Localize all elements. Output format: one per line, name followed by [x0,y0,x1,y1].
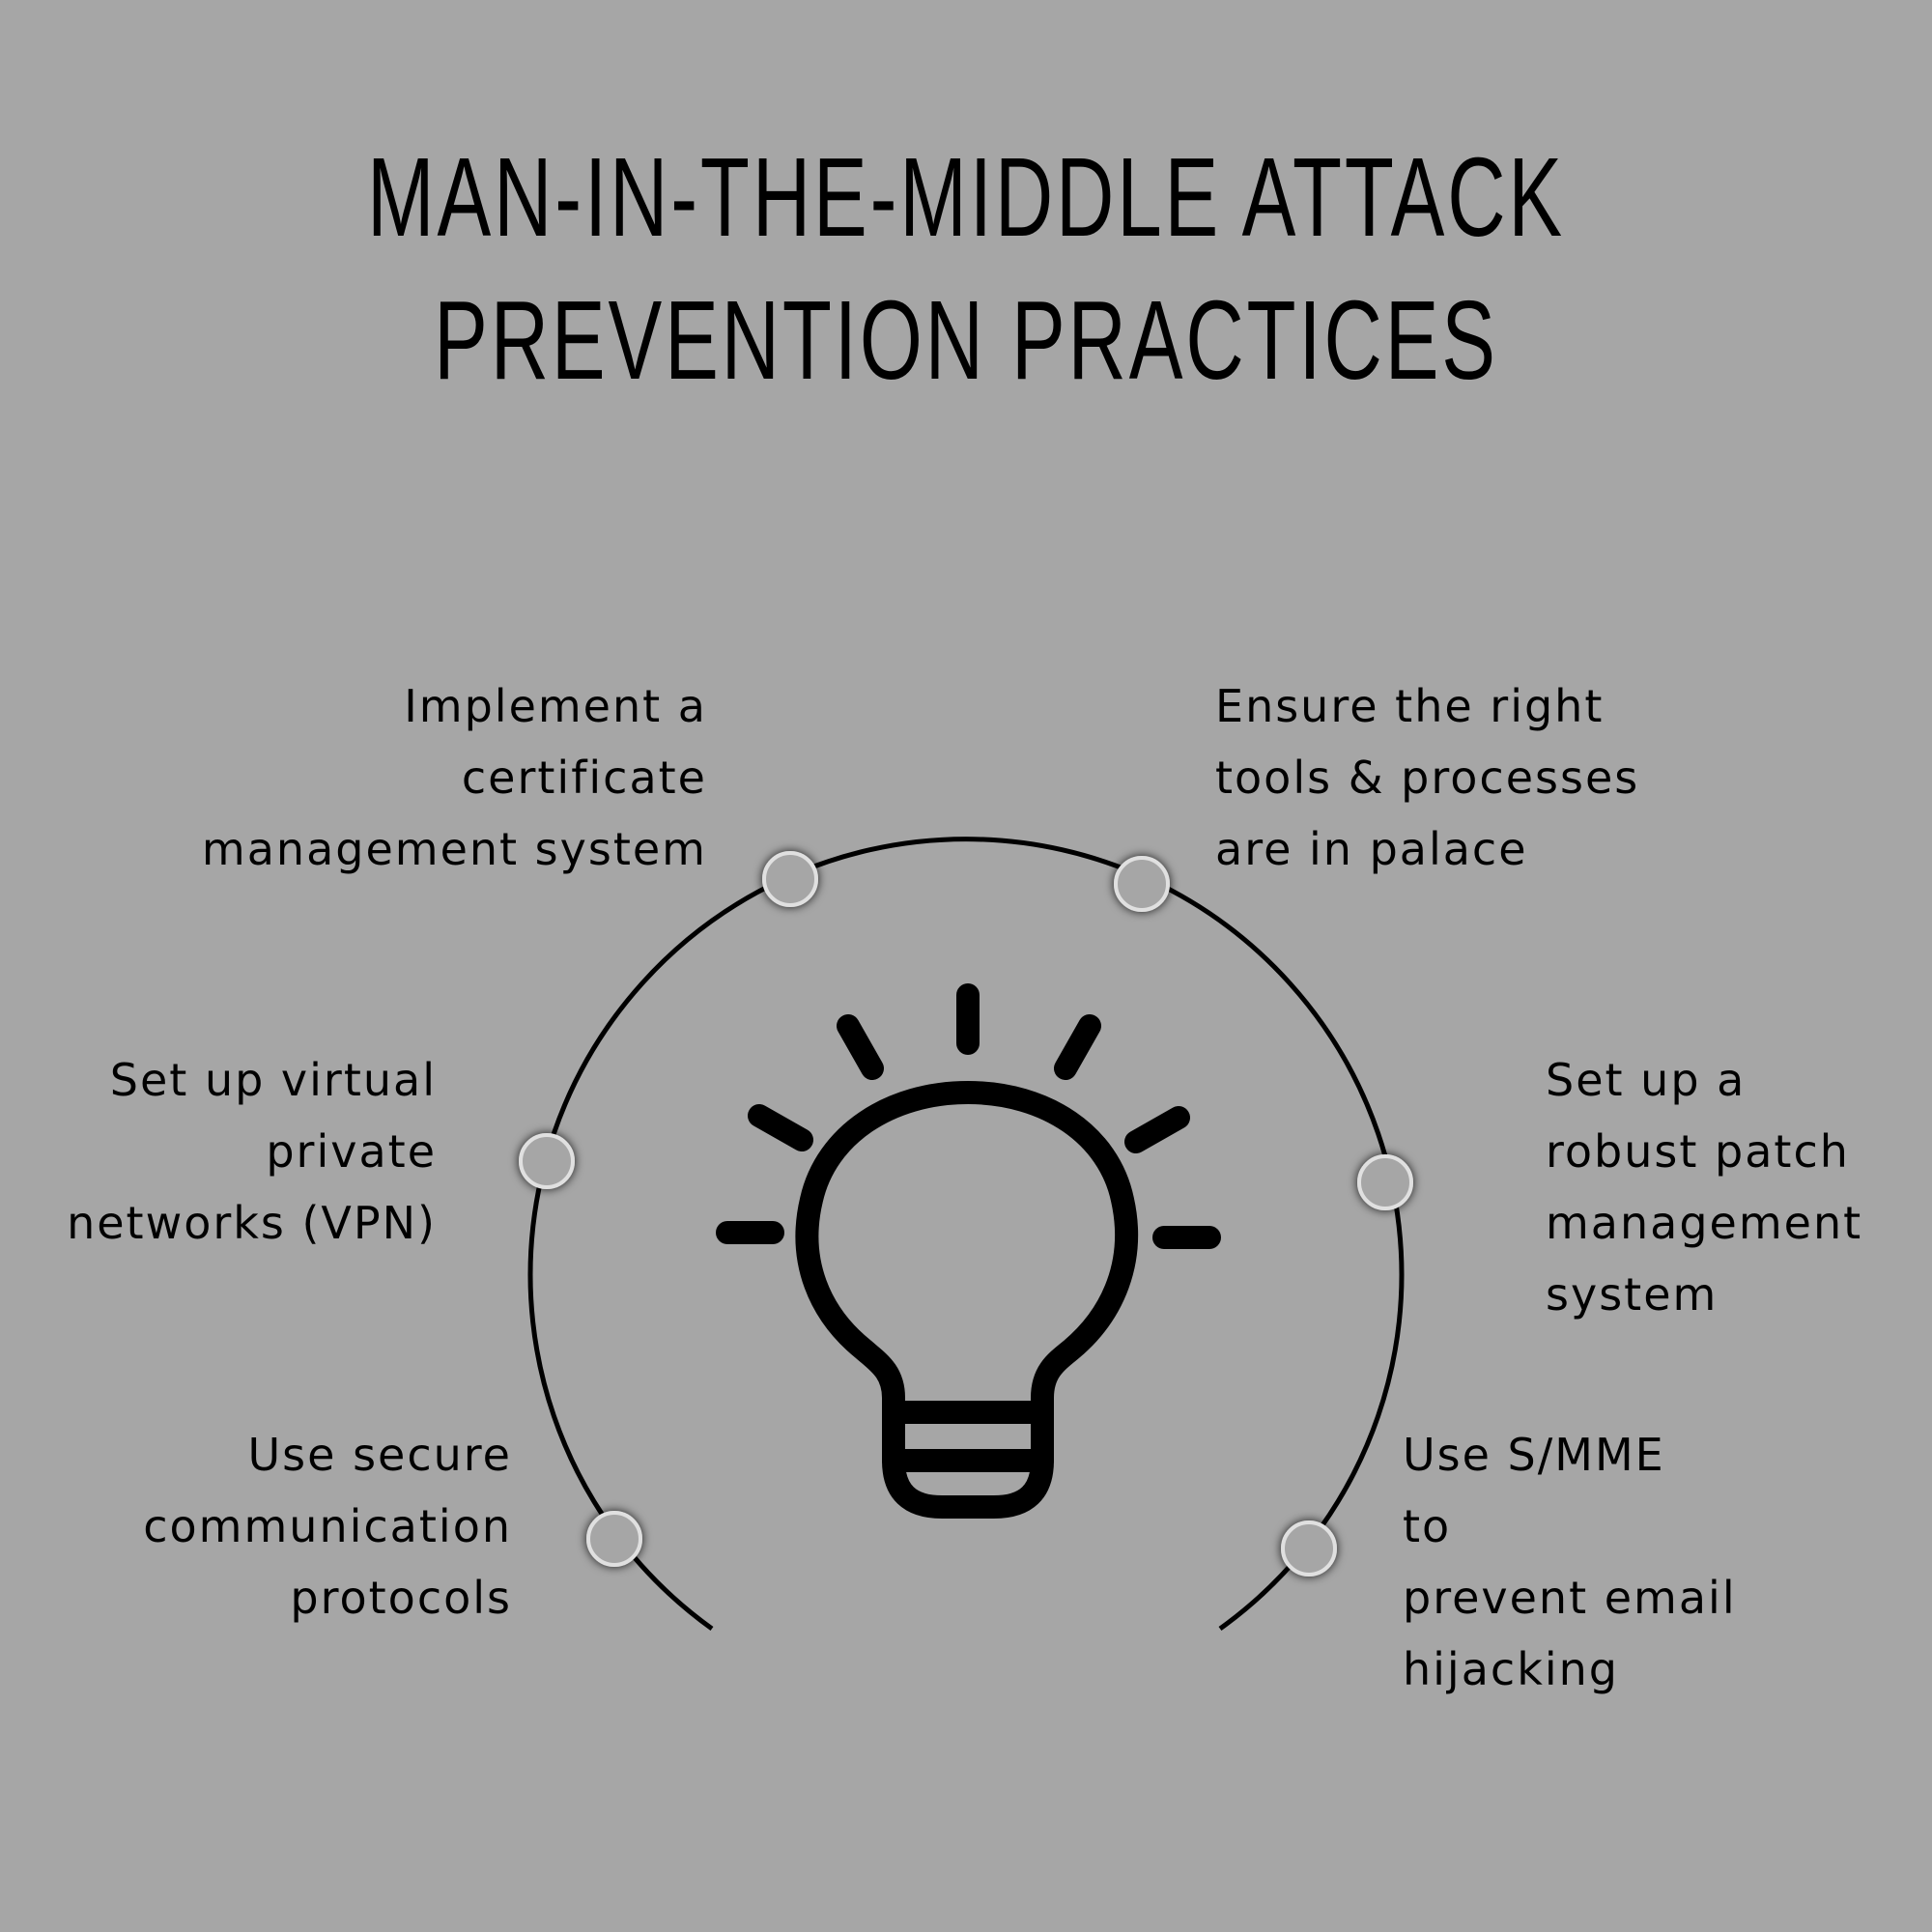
page-title: MAN-IN-THE-MIDDLE ATTACK PREVENTION PRAC… [270,126,1662,412]
practice-tools-label: Ensure the right tools & processes are i… [1215,680,1640,875]
node-protocols [586,1511,642,1567]
title-line-2: PREVENTION PRACTICES [434,277,1498,403]
node-certificate [762,851,818,907]
lightbulb-icon [716,983,1221,1519]
node-vpn [519,1133,575,1189]
node-tools [1114,856,1170,912]
title-line-1: MAN-IN-THE-MIDDLE ATTACK [367,134,1565,260]
practice-certificate-label: Implement a certificate management syste… [201,680,707,875]
practice-nodes [519,851,1413,1577]
practice-smime-label: Use S/MME to prevent email hijacking [1403,1429,1737,1695]
practice-protocols-label: Use secure communication protocols [143,1429,512,1624]
surrounding-arc [527,837,1405,1632]
node-patch [1357,1154,1413,1210]
node-smime [1281,1520,1337,1577]
practice-vpn-label: Set up virtual private networks (VPN) [67,1054,437,1249]
practice-patch-label: Set up a robust patch management system [1546,1054,1863,1321]
